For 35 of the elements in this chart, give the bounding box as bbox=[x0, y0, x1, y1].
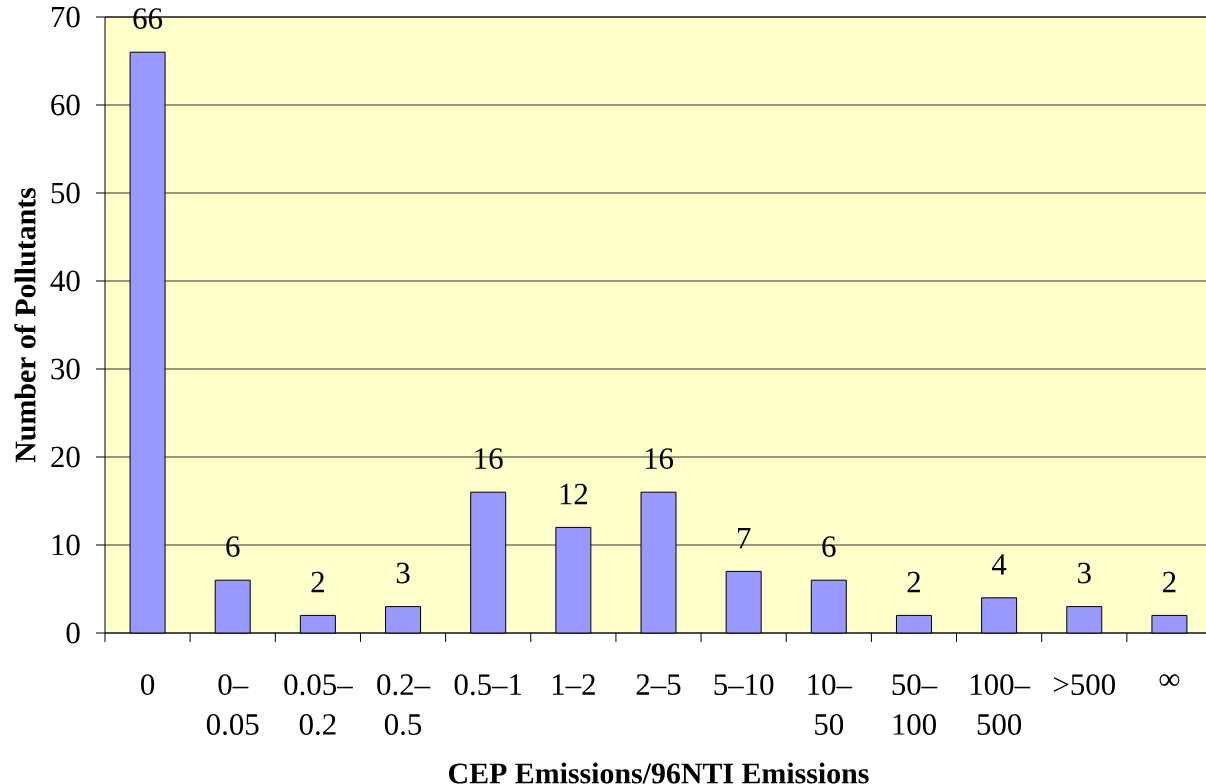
y-tick-label: 0 bbox=[66, 622, 80, 644]
data-label: 6 bbox=[822, 536, 836, 557]
data-label: 2 bbox=[311, 571, 324, 593]
x-tick-label: 0.2–0.5 bbox=[377, 674, 431, 736]
data-label: 6 bbox=[226, 536, 240, 557]
y-tick-label: 50 bbox=[51, 182, 80, 204]
y-tick-label: 10 bbox=[52, 534, 80, 556]
data-label: 16 bbox=[645, 448, 674, 469]
data-label: 4 bbox=[992, 554, 1007, 575]
data-label: 7 bbox=[737, 527, 751, 549]
y-axis-title: Number of Pollutants bbox=[14, 187, 36, 463]
x-tick-label: 50–100 bbox=[892, 674, 938, 735]
x-tick-label: 0.5–1 bbox=[454, 674, 522, 696]
data-label: 16 bbox=[475, 448, 503, 469]
x-tick-label: 0–0.05 bbox=[206, 674, 259, 736]
data-label: 3 bbox=[396, 562, 410, 584]
data-label: 12 bbox=[560, 483, 588, 505]
data-label: 2 bbox=[907, 571, 920, 593]
x-tick-label: 0 bbox=[141, 674, 155, 696]
x-tick-label: ∞ bbox=[1159, 674, 1180, 686]
x-tick-label: 5–10 bbox=[714, 674, 774, 696]
x-tick-label: 1–2 bbox=[552, 674, 595, 695]
y-tick-label: 60 bbox=[51, 94, 80, 116]
data-label: 3 bbox=[1078, 562, 1091, 584]
x-tick-label: 100–500 bbox=[970, 674, 1031, 735]
x-axis-title: CEP Emissions/96NTI Emissions bbox=[449, 762, 869, 784]
x-tick-label: >500 bbox=[1053, 674, 1115, 696]
y-tick-label: 70 bbox=[51, 6, 80, 28]
y-tick-label: 30 bbox=[51, 358, 80, 380]
x-tick-label: 2–5 bbox=[636, 674, 681, 695]
data-label: 2 bbox=[1163, 571, 1176, 593]
y-tick-label: 20 bbox=[51, 446, 80, 468]
x-tick-label: 0.05–0.2 bbox=[284, 674, 353, 736]
y-tick-label: 40 bbox=[50, 270, 80, 292]
x-tick-label: 10–50 bbox=[808, 674, 853, 735]
